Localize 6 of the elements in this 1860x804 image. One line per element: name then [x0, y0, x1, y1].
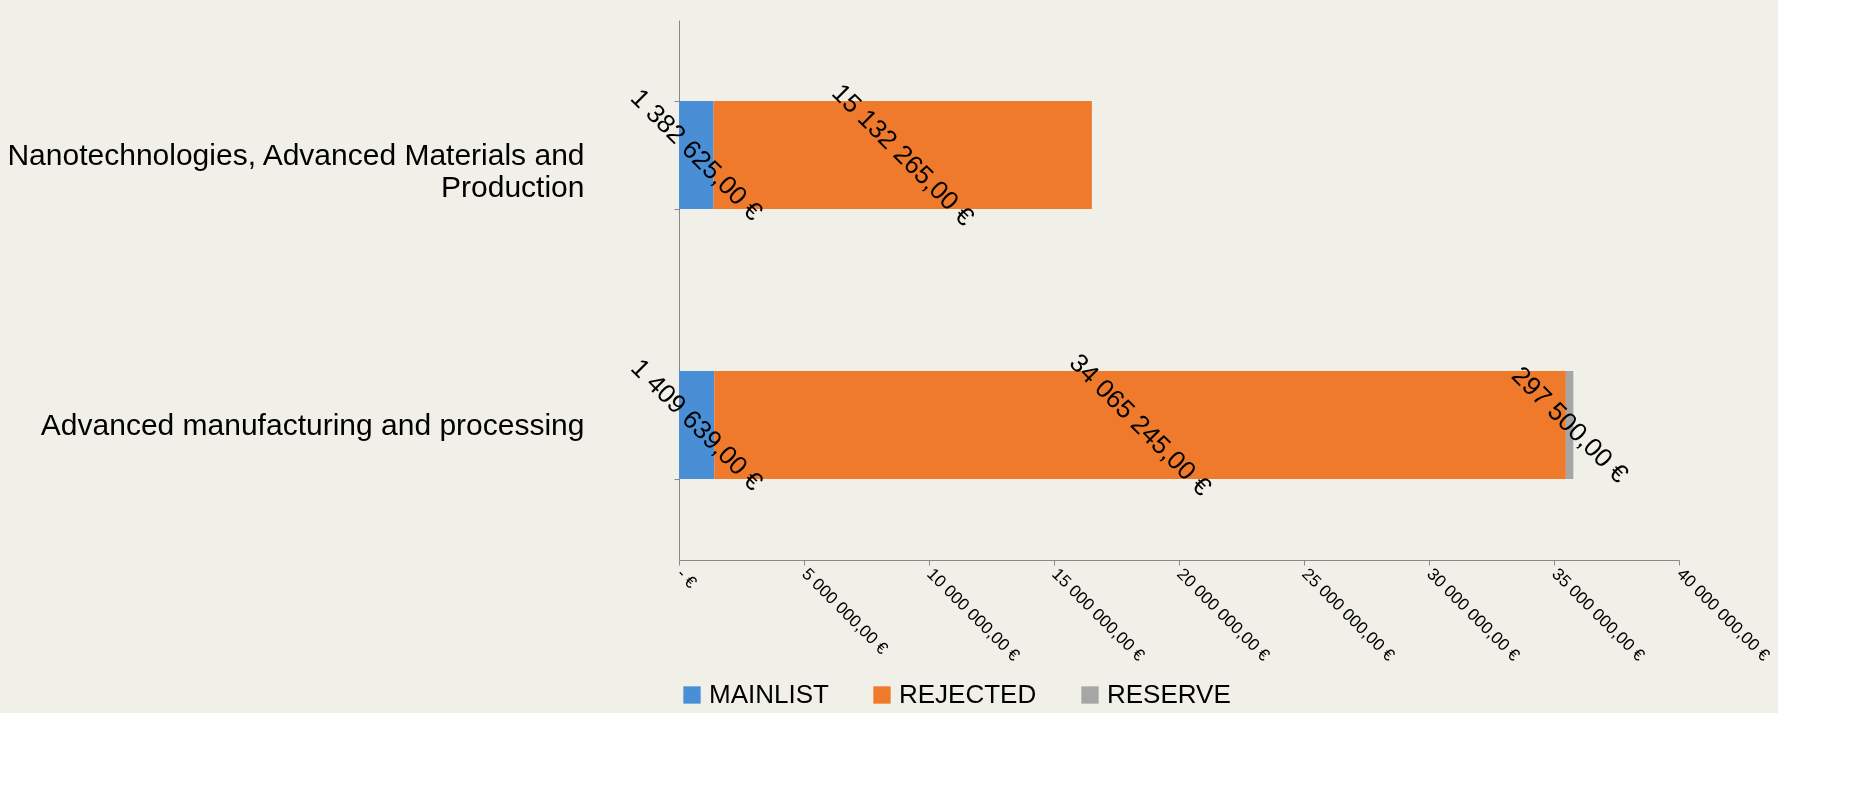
- legend-label: RESERVE: [1107, 679, 1231, 709]
- y-tick-label: Advanced manufacturing and processing: [40, 407, 585, 441]
- legend-label: REJECTED: [899, 679, 1037, 709]
- x-tick-label: - €: [673, 564, 701, 593]
- y-tick-label: Nanotechnologies, Advanced Materials and Production: [7, 137, 585, 203]
- legend-label: MAINLIST: [709, 679, 830, 709]
